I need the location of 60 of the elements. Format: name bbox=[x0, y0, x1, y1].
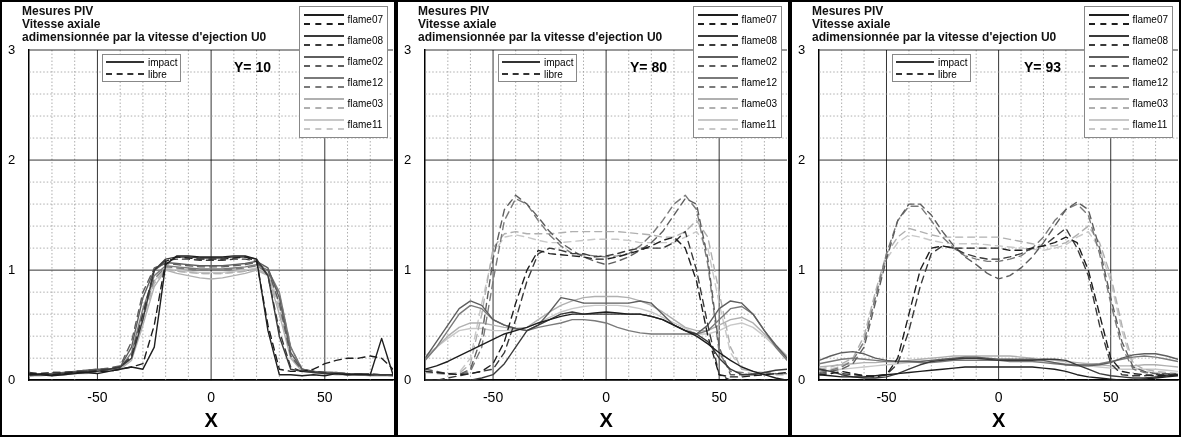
y-tick-label: 3 bbox=[8, 41, 16, 57]
annotation: Y= 80 bbox=[630, 59, 667, 75]
x-tick-label: -50 bbox=[87, 389, 108, 406]
legend-label: flame11 bbox=[1132, 119, 1168, 130]
annotation: Y= 93 bbox=[1024, 59, 1061, 75]
key-panel: impact libre bbox=[102, 54, 182, 82]
legend-label: flame03 bbox=[347, 98, 383, 109]
x-axis-title: X bbox=[204, 408, 219, 431]
legend-label: flame11 bbox=[347, 119, 383, 130]
legend-label: flame07 bbox=[347, 14, 383, 25]
y-tick-label: 0 bbox=[798, 371, 806, 387]
annotation: libre bbox=[544, 68, 563, 80]
x-tick-label: -50 bbox=[876, 389, 897, 406]
legend-label: flame02 bbox=[347, 56, 383, 67]
annotation: libre bbox=[148, 68, 167, 80]
legend-label: flame12 bbox=[1132, 77, 1168, 88]
y-tick-label: 1 bbox=[8, 261, 16, 277]
annotation: libre bbox=[938, 68, 957, 80]
legend-label: flame03 bbox=[741, 98, 777, 109]
chart-title: Mesures PIV bbox=[812, 4, 885, 18]
legend-label: flame12 bbox=[741, 77, 777, 88]
chart-subtitle: Vitesse axiale adimensionnée par la vitesse d'ejection U0 bbox=[812, 17, 1057, 44]
x-tick-label: 0 bbox=[602, 389, 611, 406]
x-axis-title: X bbox=[991, 408, 1006, 431]
key-panel: impact libre bbox=[892, 54, 972, 82]
annotation: Y= 10 bbox=[234, 59, 271, 75]
legend-label: flame08 bbox=[347, 35, 383, 46]
x-tick-label: 0 bbox=[207, 389, 216, 406]
x-tick-label: -50 bbox=[482, 389, 504, 406]
y-tick-label: 0 bbox=[8, 371, 16, 387]
legend-label: flame11 bbox=[741, 119, 777, 130]
y-tick-label: 1 bbox=[798, 261, 806, 277]
legend-label: flame08 bbox=[741, 35, 777, 46]
y-tick-label: 3 bbox=[404, 41, 412, 57]
y-tick-label: 1 bbox=[404, 261, 412, 277]
annotation: impact bbox=[938, 56, 968, 68]
chart-title: Mesures PIV bbox=[418, 4, 491, 18]
key-panel: impact libre bbox=[498, 54, 578, 82]
legend-label: flame12 bbox=[347, 77, 383, 88]
x-tick-label: 0 bbox=[994, 389, 1003, 406]
x-tick-label: 50 bbox=[317, 389, 333, 406]
x-axis-title: X bbox=[599, 408, 614, 431]
legend-label: flame02 bbox=[741, 56, 777, 67]
y-tick-label: 3 bbox=[798, 41, 806, 57]
chart-title: Mesures PIV bbox=[22, 4, 95, 18]
legend-label: flame07 bbox=[1132, 14, 1168, 25]
annotation: impact bbox=[544, 56, 574, 68]
y-tick-label: 2 bbox=[404, 151, 412, 167]
chart-subtitle: Vitesse axiale adimensionnée par la vitesse d'ejection U0 bbox=[22, 17, 267, 44]
y-tick-label: 2 bbox=[8, 151, 16, 167]
x-tick-label: 50 bbox=[711, 389, 728, 406]
annotation: impact bbox=[148, 56, 178, 68]
y-tick-label: 0 bbox=[404, 371, 412, 387]
chart-subtitle: Vitesse axiale adimensionnée par la vitesse d'ejection U0 bbox=[418, 17, 663, 44]
y-tick-label: 2 bbox=[798, 151, 806, 167]
legend-label: flame03 bbox=[1132, 98, 1168, 109]
legend-label: flame02 bbox=[1132, 56, 1168, 67]
legend-label: flame07 bbox=[741, 14, 777, 25]
x-tick-label: 50 bbox=[1102, 389, 1119, 406]
legend-label: flame08 bbox=[1132, 35, 1168, 46]
